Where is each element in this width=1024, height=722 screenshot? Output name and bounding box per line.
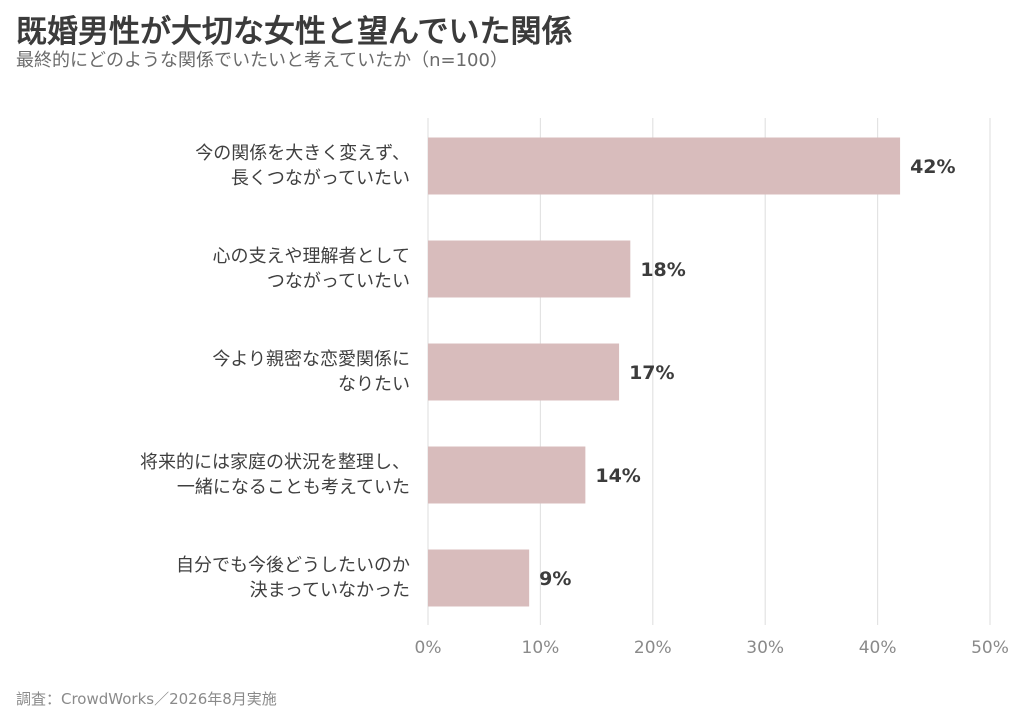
bar-value-label: 18% [640, 259, 685, 281]
chart-title: 既婚男性が大切な女性と望んでいた関係 [16, 14, 573, 50]
bar-value-label: 9% [539, 568, 571, 590]
category-label: 今の関係を大きく変えず、長くつながっていたい [10, 141, 410, 191]
x-tick-label: 10% [522, 638, 560, 658]
category-label-line: 長くつながっていたい [230, 168, 410, 189]
category-label-line: 心の支えや理解者として [212, 246, 410, 267]
category-label-line: 今より親密な恋愛関係に [212, 349, 410, 370]
x-tick-label: 0% [415, 638, 442, 658]
x-tick-label: 30% [746, 638, 784, 658]
bar [428, 343, 620, 401]
category-label: 今より親密な恋愛関係になりたい [10, 347, 410, 397]
bar-value-label: 42% [910, 156, 955, 178]
bar [428, 446, 586, 504]
bar [428, 240, 631, 298]
category-label: 自分でも今後どうしたいのか決まっていなかった [10, 553, 410, 603]
category-label-line: 将来的には家庭の状況を整理し、 [140, 452, 410, 473]
source-footer: 調査：CrowdWorks／2026年8月実施 [16, 690, 277, 708]
bar [428, 549, 530, 607]
bar [428, 137, 901, 195]
category-label-line: つながっていたい [266, 271, 410, 292]
x-tick-label: 40% [859, 638, 897, 658]
category-label-line: 今の関係を大きく変えず、 [195, 143, 410, 164]
category-label: 将来的には家庭の状況を整理し、一緒になることも考えていた [10, 450, 410, 500]
category-label-line: 一緒になることも考えていた [176, 477, 410, 498]
bar-value-label: 17% [629, 362, 674, 384]
category-label-line: なりたい [338, 374, 410, 395]
category-label-line: 決まっていなかった [249, 580, 410, 601]
x-tick-label: 20% [634, 638, 672, 658]
x-tick-label: 50% [971, 638, 1009, 658]
category-label: 心の支えや理解者としてつながっていたい [10, 244, 410, 294]
bar-value-label: 14% [595, 465, 640, 487]
category-label-line: 自分でも今後どうしたいのか [176, 555, 410, 576]
chart-subtitle: 最終的にどのような関係でいたいと考えていたか（n=100） [16, 50, 508, 71]
